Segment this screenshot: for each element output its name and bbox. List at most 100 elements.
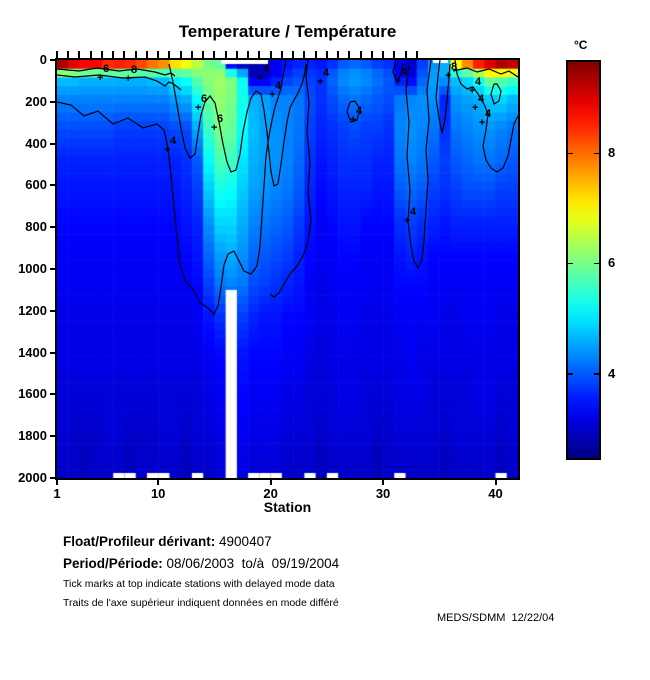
delayed-mode-tick	[78, 51, 81, 58]
y-axis-tick	[50, 477, 55, 479]
contour-label-marker: +	[317, 76, 324, 88]
y-axis-tick	[50, 309, 55, 312]
y-tick-label: 400	[25, 135, 47, 151]
delayed-mode-tick	[348, 51, 351, 58]
contour-label-4: 4 +	[269, 80, 282, 101]
contour-label-6: 6 +	[195, 93, 208, 114]
colorbar-tick	[568, 152, 573, 154]
heatmap-plot-area: 6 +8 +4 +4 +4 +4 +4 +8 +4 +4 +4 +4 +6 +6 +4 +	[55, 58, 520, 480]
x-tick-label: 30	[375, 486, 391, 501]
delayed-mode-note-fr: Traits de l'axe supérieur indiquent donn…	[63, 597, 339, 609]
delayed-mode-tick	[224, 51, 227, 58]
x-tick-label: 40	[488, 486, 503, 501]
float-id-value: 4900407	[215, 534, 272, 549]
contour-label-marker: +	[479, 117, 486, 129]
y-tick-label: 1600	[18, 386, 47, 402]
contour-label-4: 4 +	[395, 66, 408, 87]
delayed-mode-tick	[292, 51, 295, 58]
y-tick-label: 200	[25, 93, 47, 109]
contour-label-marker: +	[350, 114, 357, 126]
y-axis-tick	[50, 435, 55, 438]
colorbar	[566, 60, 601, 460]
contour-label-marker: +	[395, 75, 402, 87]
contour-label-4: 4 +	[404, 206, 417, 227]
y-tick-label: 1800	[18, 428, 47, 444]
y-tick-label: 800	[25, 219, 47, 235]
contour-label-marker: +	[269, 89, 276, 101]
contour-label-marker: +	[97, 72, 104, 84]
delayed-mode-tick	[190, 51, 193, 58]
y-tick-label: 600	[25, 177, 47, 193]
delayed-mode-tick	[303, 51, 306, 58]
delayed-mode-tick	[134, 51, 137, 58]
delayed-mode-tick	[258, 51, 261, 58]
x-tick-label: 1	[53, 486, 61, 501]
x-tick-label: 20	[263, 486, 278, 501]
contour-label-8: 8 +	[125, 64, 138, 85]
colorbar-unit-label: °C	[574, 38, 588, 52]
x-axis-tick	[382, 480, 385, 485]
credit-line: MEDS/SDMM 12/22/04	[437, 612, 555, 624]
temperature-heatmap	[57, 60, 518, 478]
contour-label-marker: +	[257, 72, 264, 84]
contour-label-marker: +	[164, 144, 171, 156]
delayed-mode-tick	[415, 51, 418, 58]
contour-label-6: 6 +	[211, 113, 224, 134]
delayed-mode-tick	[280, 51, 283, 58]
y-tick-label: 1000	[18, 261, 47, 276]
chart-title: Temperature / Température	[178, 22, 397, 41]
colorbar-tick	[594, 373, 599, 375]
delayed-mode-tick	[404, 51, 407, 58]
y-axis-tick	[50, 268, 55, 270]
float-id-label: Float/Profileur dérivant:	[63, 534, 216, 549]
y-tick-label: 0	[39, 52, 47, 67]
contour-label-4: 4 +	[257, 63, 270, 84]
contour-label-marker: +	[469, 85, 476, 97]
contour-label-marker: +	[472, 102, 479, 114]
contour-label-marker: +	[404, 215, 411, 227]
delayed-mode-tick	[247, 51, 250, 58]
delayed-mode-tick	[112, 51, 115, 58]
contour-label-4: 4 +	[469, 76, 482, 97]
contour-label-6: 6 +	[97, 63, 110, 84]
x-axis-label: Station	[263, 499, 312, 515]
contour-label-marker: +	[211, 122, 218, 134]
y-axis-tick	[50, 100, 55, 103]
colorbar-tick	[568, 262, 573, 265]
contour-label-4: 4 +	[479, 108, 492, 129]
period-label: Period/Période:	[63, 556, 163, 571]
delayed-mode-tick	[235, 51, 238, 58]
y-tick-label: 1200	[18, 302, 47, 318]
colorbar-tick-label: 6	[608, 255, 616, 271]
y-tick-label: 2000	[18, 470, 47, 485]
colorbar-tick-label: 4	[608, 365, 616, 381]
contour-label-4: 4 +	[472, 93, 485, 114]
y-axis-tick	[50, 226, 55, 229]
y-tick-label: 1400	[18, 344, 47, 360]
delayed-mode-tick	[202, 51, 205, 58]
colorbar-tick	[594, 152, 599, 154]
contour-label-8: 8 +	[445, 61, 458, 82]
period-value: 08/06/2003 to/à 09/19/2004	[162, 556, 340, 571]
delayed-mode-tick	[314, 51, 317, 58]
delayed-mode-tick	[325, 51, 328, 58]
contour-label-4: 4 +	[317, 67, 330, 88]
delayed-mode-tick	[213, 51, 216, 58]
x-axis-tick	[494, 480, 497, 485]
period-line: Period/Période: 08/06/2003 to/à 09/19/20…	[63, 556, 339, 571]
y-axis-tick	[50, 393, 55, 396]
delayed-mode-tick	[56, 51, 58, 58]
delayed-mode-tick	[382, 51, 385, 58]
delayed-mode-tick	[123, 51, 126, 58]
y-axis-tick	[50, 184, 55, 187]
delayed-mode-tick	[370, 51, 373, 58]
x-axis-tick	[269, 480, 272, 485]
delayed-mode-tick	[359, 51, 362, 58]
delayed-mode-tick	[157, 51, 160, 58]
y-axis-tick	[50, 59, 55, 61]
contour-label-4: 4 +	[350, 105, 363, 126]
colorbar-tick	[594, 262, 599, 265]
contour-label-4: 4 +	[164, 135, 177, 156]
delayed-mode-tick	[393, 51, 396, 58]
delayed-mode-tick	[89, 51, 92, 58]
